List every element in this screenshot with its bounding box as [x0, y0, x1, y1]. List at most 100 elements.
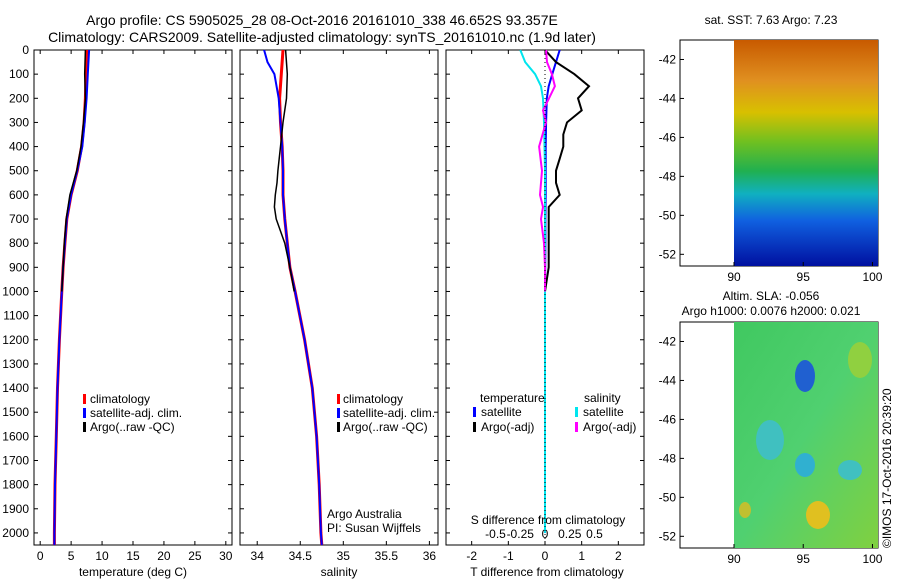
legend-label-climatology: climatology	[90, 392, 150, 406]
y-tick-label: 300	[9, 115, 29, 129]
lat-tick-label: -50	[659, 490, 677, 504]
lat-tick-label: -42	[659, 52, 677, 66]
y-tick-label: 100	[9, 67, 29, 81]
x-tick-label: -1	[503, 549, 514, 563]
lat-tick-label: -46	[659, 412, 677, 426]
sla-yellow-patch	[739, 502, 751, 518]
argo-australia-label: Argo Australia	[327, 507, 402, 521]
lat-tick-label: -52	[659, 247, 677, 261]
x-tick-label: 20	[157, 549, 171, 563]
s-diff-tick-label: -0.5	[485, 527, 506, 541]
sla-map-title-line2: Argo h1000: 0.0076 h2000: 0.021	[682, 304, 861, 318]
y-tick-label: 2000	[2, 526, 29, 540]
temperature-axis-label: temperature (deg C)	[79, 565, 187, 579]
series-line-argo-raw-qc-	[61, 49, 87, 292]
y-tick-label: 1500	[2, 405, 29, 419]
lat-tick-label: -48	[659, 451, 677, 465]
sst-map-title: sat. SST: 7.63 Argo: 7.23	[705, 13, 838, 27]
y-tick-label: 1600	[2, 429, 29, 443]
temperature-panel-frame	[33, 49, 233, 546]
legend-swatch-t-argo	[473, 422, 476, 432]
y-tick-label: 500	[9, 164, 29, 178]
series-line-satellite-adj-clim-	[263, 49, 323, 546]
sla-cyan-patch	[756, 420, 784, 460]
figure-title-line1: Argo profile: CS 5905025_28 08-Oct-2016 …	[86, 12, 558, 28]
y-tick-label: 1200	[2, 333, 29, 347]
x-tick-label: 15	[126, 549, 140, 563]
sla-cyan-patch	[838, 460, 862, 480]
lon-tick-label: 95	[797, 552, 811, 566]
x-tick-label: 2	[615, 549, 622, 563]
legend-swatch-satellite	[83, 408, 86, 418]
x-tick-label: 5	[68, 549, 75, 563]
lon-tick-label: 100	[862, 552, 882, 566]
sla-yellow-patch	[806, 501, 830, 529]
legend-label-argo: Argo(..raw -QC)	[90, 420, 175, 434]
series-line-temperature-argo-adj-	[544, 49, 591, 292]
pi-label: PI: Susan Wijffels	[327, 521, 421, 535]
legend-label-satellite: satellite-adj. clim.	[90, 406, 182, 420]
sst-field	[734, 40, 878, 266]
sla-light-patch	[848, 342, 872, 378]
y-tick-label: 800	[9, 236, 29, 250]
legend-label-t-satellite: satellite	[481, 405, 522, 419]
legend-header-temperature: temperature	[480, 391, 545, 405]
x-tick-label: 34.5	[289, 549, 313, 563]
series-line-argo-raw-qc-	[273, 49, 295, 292]
x-tick-label: 35.5	[375, 549, 399, 563]
sst-map: sat. SST: 7.63 Argo: 7.23 -42 -44 -46 -48 -5…	[659, 13, 883, 284]
t-difference-axis-label: T difference from climatology	[470, 565, 624, 579]
series-line-temperature-satellite	[544, 49, 561, 533]
sla-map-title-line1: Altim. SLA: -0.056	[723, 289, 820, 303]
temperature-chart: 0100200300400500600700800900100011001200…	[2, 43, 233, 563]
x-tick-label: -2	[466, 549, 477, 563]
x-tick-label: 30	[219, 549, 233, 563]
legend-header-salinity: salinity	[584, 391, 621, 405]
x-tick-label: 35	[337, 549, 351, 563]
lon-tick-label: 95	[797, 270, 811, 284]
y-tick-label: 900	[9, 260, 29, 274]
legend-swatch-climatology	[83, 394, 86, 404]
s-diff-tick-label: 0.25	[558, 527, 582, 541]
temperature-legend: climatology satellite-adj. clim. Argo(..…	[83, 392, 182, 434]
legend-swatch-t-satellite	[473, 407, 476, 417]
salinity-legend: climatology satellite-adj. clim. Argo(..…	[337, 392, 435, 434]
y-tick-label: 600	[9, 188, 29, 202]
y-tick-label: 400	[9, 140, 29, 154]
legend-swatch-argo	[337, 422, 340, 432]
salinity-axis-label: salinity	[321, 565, 358, 579]
lon-tick-label: 100	[862, 270, 882, 284]
lat-tick-label: -42	[659, 334, 677, 348]
legend-label-t-argo: Argo(-adj)	[481, 420, 534, 434]
legend-swatch-s-satellite	[575, 407, 578, 417]
x-tick-label: 0	[37, 549, 44, 563]
x-tick-label: 36	[423, 549, 437, 563]
x-tick-label: 25	[188, 549, 202, 563]
y-tick-label: 1900	[2, 502, 29, 516]
legend-label-s-satellite: satellite	[583, 405, 624, 419]
legend-swatch-argo	[83, 422, 86, 432]
legend-swatch-s-argo	[575, 422, 578, 432]
sla-cyan-patch	[795, 453, 815, 477]
lon-tick-label: 90	[727, 270, 741, 284]
x-tick-label: 1	[578, 549, 585, 563]
y-tick-label: 1100	[3, 309, 29, 323]
y-tick-label: 200	[9, 91, 29, 105]
series-line-climatology	[278, 49, 324, 546]
series-line-climatology	[52, 49, 89, 545]
y-tick-label: 1300	[2, 357, 29, 371]
series-line-salinity-satellite	[519, 49, 546, 533]
legend-label-satellite: satellite-adj. clim.	[343, 406, 435, 420]
x-tick-label: 10	[95, 549, 109, 563]
lat-tick-label: -50	[659, 208, 677, 222]
salinity-panel-frame	[239, 49, 439, 546]
s-diff-tick-label: -0.25	[507, 527, 535, 541]
sla-blue-patch	[795, 360, 815, 392]
y-tick-label: 700	[9, 212, 29, 226]
y-tick-label: 0	[22, 43, 29, 57]
s-difference-axis-label: S difference from climatology	[471, 513, 626, 527]
legend-swatch-satellite	[337, 408, 340, 418]
figure-title-line2: Climatology: CARS2009. Satellite-adjuste…	[48, 29, 596, 45]
